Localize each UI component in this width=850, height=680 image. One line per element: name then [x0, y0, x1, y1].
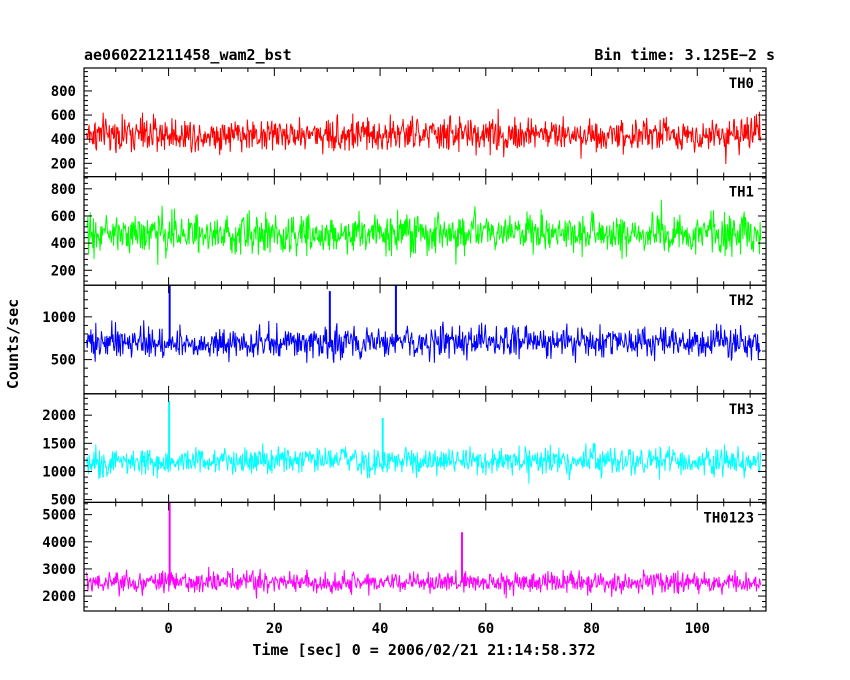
panel-th3: 500 1000 1500 2000 TH3 [42, 393, 767, 509]
panel-label-th3: TH3 [729, 402, 754, 418]
y-tick-label: 1000 [42, 310, 76, 326]
panel-label-th0123: TH0123 [703, 510, 754, 526]
chart-title-left: ae060221211458_wam2_bst [84, 46, 292, 64]
series-th0123 [86, 566, 762, 599]
series-th2 [86, 320, 762, 363]
y-tick-label: 5000 [42, 508, 76, 524]
y-tick-label: 1000 [42, 464, 76, 480]
x-tick-label: 60 [477, 621, 494, 637]
x-tick-label: 80 [583, 621, 600, 637]
y-tick-label: 600 [51, 209, 76, 225]
y-tick-label: 200 [51, 263, 76, 279]
panel-label-th1: TH1 [729, 185, 754, 201]
y-tick-label: 2000 [42, 589, 76, 605]
series-th3 [86, 442, 762, 484]
panel-frame [83, 393, 767, 503]
panel-frame [83, 501, 767, 612]
x-tick-label: 0 [164, 621, 172, 637]
y-tick-label: 4000 [42, 535, 76, 551]
panel-th0: 200 400 600 800 TH0 [51, 67, 767, 178]
y-tick-label: 1500 [42, 436, 76, 452]
x-tick-label: 40 [372, 621, 389, 637]
panel-th0123: 2000 3000 4000 5000 TH0123 [42, 501, 767, 612]
y-tick-label: 2000 [42, 408, 76, 424]
y-tick-label: 400 [51, 132, 76, 148]
chart-title-right: Bin time: 3.125E−2 s [594, 46, 775, 64]
x-tick-label: 20 [266, 621, 283, 637]
y-tick-label: 600 [51, 108, 76, 124]
y-tick-label: 500 [51, 353, 76, 369]
x-axis-label: Time [sec] 0 = 2006/02/21 21:14:58.372 [252, 641, 595, 659]
x-axis: 0 20 40 60 80 100 [164, 621, 710, 637]
series-th1 [86, 199, 762, 265]
panel-label-th2: TH2 [729, 293, 754, 309]
panels-group: 200 400 600 800 TH0 200 400 600 800 TH1 500 1000 TH2… [42, 67, 767, 612]
y-tick-label: 800 [51, 182, 76, 198]
series-th0 [86, 108, 762, 165]
y-tick-label: 500 [51, 493, 76, 509]
panel-th2: 500 1000 TH2 [42, 284, 767, 395]
y-tick-label: 400 [51, 236, 76, 252]
panel-label-th0: TH0 [729, 76, 754, 92]
y-tick-label: 200 [51, 156, 76, 172]
x-tick-label: 100 [685, 621, 710, 637]
y-axis-label: Counts/sec [4, 299, 22, 389]
y-tick-label: 3000 [42, 562, 76, 578]
y-tick-label: 800 [51, 84, 76, 100]
panel-th1: 200 400 600 800 TH1 [51, 176, 767, 286]
